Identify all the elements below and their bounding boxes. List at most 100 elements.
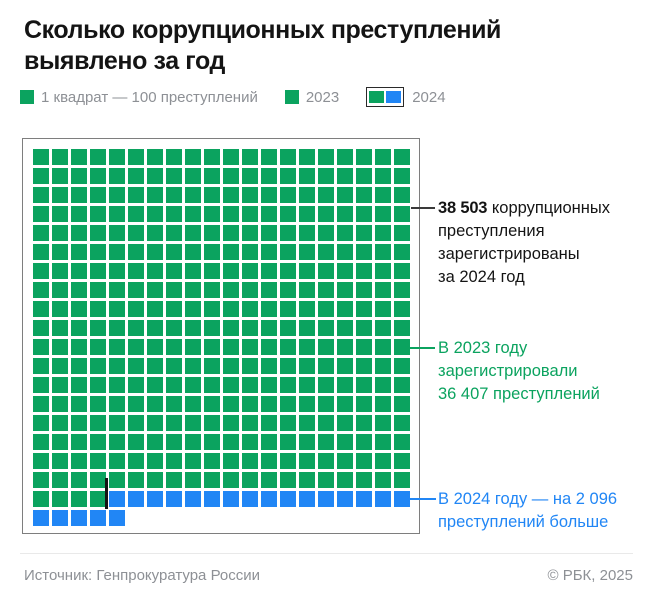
waffle-square xyxy=(337,491,353,507)
waffle-square xyxy=(90,358,106,374)
waffle-square xyxy=(280,396,296,412)
waffle-square xyxy=(356,320,372,336)
waffle-square xyxy=(52,491,68,507)
waffle-square xyxy=(147,396,163,412)
waffle-square xyxy=(261,225,277,241)
waffle-square xyxy=(318,434,334,450)
waffle-square xyxy=(356,263,372,279)
waffle-square xyxy=(261,244,277,260)
waffle-square xyxy=(242,282,258,298)
waffle-square xyxy=(128,320,144,336)
waffle-square xyxy=(356,225,372,241)
waffle-square xyxy=(33,453,49,469)
waffle-square xyxy=(280,434,296,450)
waffle-square xyxy=(280,491,296,507)
legend-item-2024: 2024 xyxy=(366,87,446,107)
waffle-square xyxy=(261,206,277,222)
waffle-square xyxy=(166,491,182,507)
waffle-square xyxy=(147,491,163,507)
waffle-square xyxy=(185,168,201,184)
waffle-square xyxy=(242,415,258,431)
waffle-square xyxy=(147,415,163,431)
annotation-2024-delta: В 2024 году — на 2 096 преступлений боль… xyxy=(438,488,650,534)
waffle-square xyxy=(261,339,277,355)
legend: 1 квадрат — 100 преступлений 2023 2024 xyxy=(20,87,446,107)
waffle-square xyxy=(109,206,125,222)
waffle-square xyxy=(147,168,163,184)
waffle-square xyxy=(128,301,144,317)
waffle-square xyxy=(166,282,182,298)
waffle-square xyxy=(223,225,239,241)
connector-line-2023 xyxy=(410,347,435,349)
annotation-line: зарегистрировали xyxy=(438,362,578,380)
waffle-square xyxy=(109,415,125,431)
waffle-square xyxy=(90,282,106,298)
waffle-square xyxy=(280,453,296,469)
waffle-square xyxy=(71,415,87,431)
waffle-square xyxy=(33,415,49,431)
waffle-square xyxy=(166,301,182,317)
waffle-square xyxy=(52,377,68,393)
waffle-square xyxy=(33,149,49,165)
waffle-square xyxy=(223,453,239,469)
waffle-square xyxy=(280,282,296,298)
waffle-square xyxy=(394,149,410,165)
waffle-square xyxy=(242,187,258,203)
waffle-square xyxy=(375,225,391,241)
waffle-square xyxy=(33,320,49,336)
waffle-square xyxy=(299,187,315,203)
waffle-square xyxy=(356,301,372,317)
waffle-square xyxy=(185,377,201,393)
waffle-square xyxy=(128,396,144,412)
connector-line-total xyxy=(411,207,435,209)
waffle-square xyxy=(299,225,315,241)
copyright-label: © РБК, 2025 xyxy=(547,567,633,584)
waffle-square xyxy=(33,282,49,298)
waffle-square xyxy=(204,472,220,488)
waffle-square xyxy=(33,206,49,222)
annotation-line: преступления xyxy=(438,222,545,240)
waffle-square xyxy=(356,206,372,222)
waffle-square xyxy=(33,244,49,260)
waffle-square xyxy=(185,149,201,165)
waffle-square xyxy=(394,282,410,298)
waffle-square xyxy=(109,434,125,450)
waffle-square xyxy=(204,396,220,412)
waffle-square xyxy=(147,472,163,488)
waffle-square xyxy=(204,491,220,507)
waffle-square xyxy=(299,491,315,507)
source-label: Источник: Генпрокуратура России xyxy=(24,567,261,584)
waffle-square xyxy=(109,453,125,469)
waffle-square xyxy=(375,168,391,184)
waffle-square xyxy=(337,434,353,450)
waffle-square xyxy=(261,149,277,165)
waffle-square xyxy=(52,168,68,184)
waffle-square xyxy=(128,244,144,260)
waffle-square xyxy=(90,396,106,412)
waffle-square xyxy=(318,206,334,222)
waffle-square xyxy=(299,149,315,165)
waffle-square xyxy=(223,149,239,165)
waffle-square xyxy=(204,244,220,260)
waffle-square xyxy=(166,187,182,203)
legend-2023-label: 2023 xyxy=(305,88,340,106)
waffle-square xyxy=(356,244,372,260)
waffle-square xyxy=(71,320,87,336)
waffle-square xyxy=(223,358,239,374)
annotation-line: В 2023 году xyxy=(438,339,528,357)
legend-item-2023: 2023 xyxy=(284,88,340,106)
waffle-square xyxy=(356,282,372,298)
waffle-square xyxy=(185,396,201,412)
waffle-square xyxy=(147,282,163,298)
waffle-square xyxy=(318,491,334,507)
waffle-square xyxy=(204,434,220,450)
waffle-square xyxy=(299,244,315,260)
waffle-square xyxy=(71,491,87,507)
waffle-square xyxy=(223,263,239,279)
waffle-square xyxy=(356,472,372,488)
waffle-square xyxy=(71,396,87,412)
waffle-square xyxy=(109,320,125,336)
waffle-square xyxy=(71,282,87,298)
waffle-square xyxy=(128,225,144,241)
waffle-square xyxy=(185,415,201,431)
